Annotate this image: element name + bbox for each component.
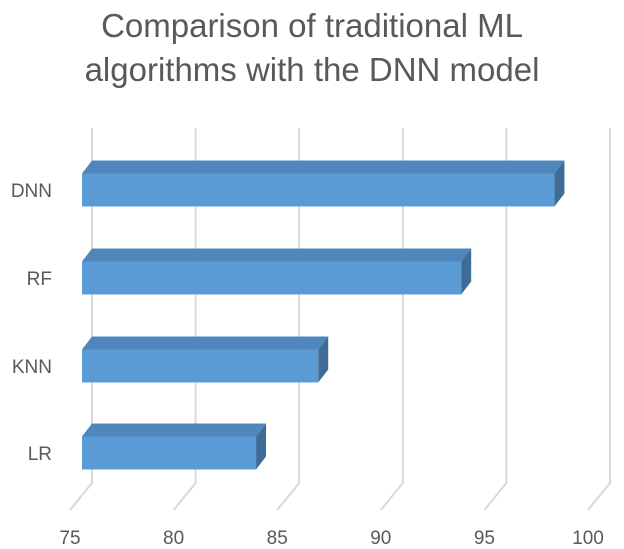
category-label: DNN — [11, 181, 52, 202]
bar-lr — [82, 423, 267, 470]
chart-title-line-1: Comparison of traditional ML — [101, 7, 523, 44]
bar-side-face — [256, 423, 267, 470]
bar-side-face — [318, 336, 329, 383]
bar-side-face — [554, 160, 565, 207]
bar-front-face — [82, 261, 462, 295]
bar-top-face — [82, 423, 267, 437]
category-label: KNN — [12, 357, 52, 378]
gridline-80 — [172, 128, 197, 511]
bar-front-face — [82, 349, 319, 383]
gridlines — [69, 128, 611, 511]
gridline-95 — [483, 128, 508, 511]
gridline-75 — [69, 128, 93, 511]
x-tick-label: 100 — [572, 528, 604, 549]
bar-front-face — [82, 173, 555, 207]
gridline-100 — [587, 128, 611, 511]
bar-front-face — [82, 436, 257, 470]
category-label: RF — [27, 269, 52, 290]
x-tick-label: 95 — [474, 528, 495, 549]
x-tick-label: 90 — [370, 528, 391, 549]
bar-side-face — [461, 248, 472, 295]
category-label: LR — [28, 444, 52, 465]
bar-knn — [82, 336, 329, 383]
chart-title-line-2: algorithms with the DNN model — [84, 51, 540, 88]
chart-title: Comparison of traditional ML algorithms … — [0, 0, 624, 92]
bar-top-face — [82, 160, 565, 174]
bars — [82, 160, 565, 470]
bar-top-face — [82, 248, 472, 262]
gridline-85 — [276, 128, 301, 511]
x-tick-label: 75 — [59, 528, 80, 549]
bar-rf — [82, 248, 472, 295]
x-tick-label: 85 — [267, 528, 288, 549]
bar-top-face — [82, 336, 329, 350]
x-tick-label: 80 — [163, 528, 184, 549]
gridline-90 — [380, 128, 404, 511]
bar-dnn — [82, 160, 565, 207]
category-labels: DNN RF KNN LR — [11, 181, 52, 465]
x-tick-labels: 75 80 85 90 95 100 — [59, 528, 603, 549]
